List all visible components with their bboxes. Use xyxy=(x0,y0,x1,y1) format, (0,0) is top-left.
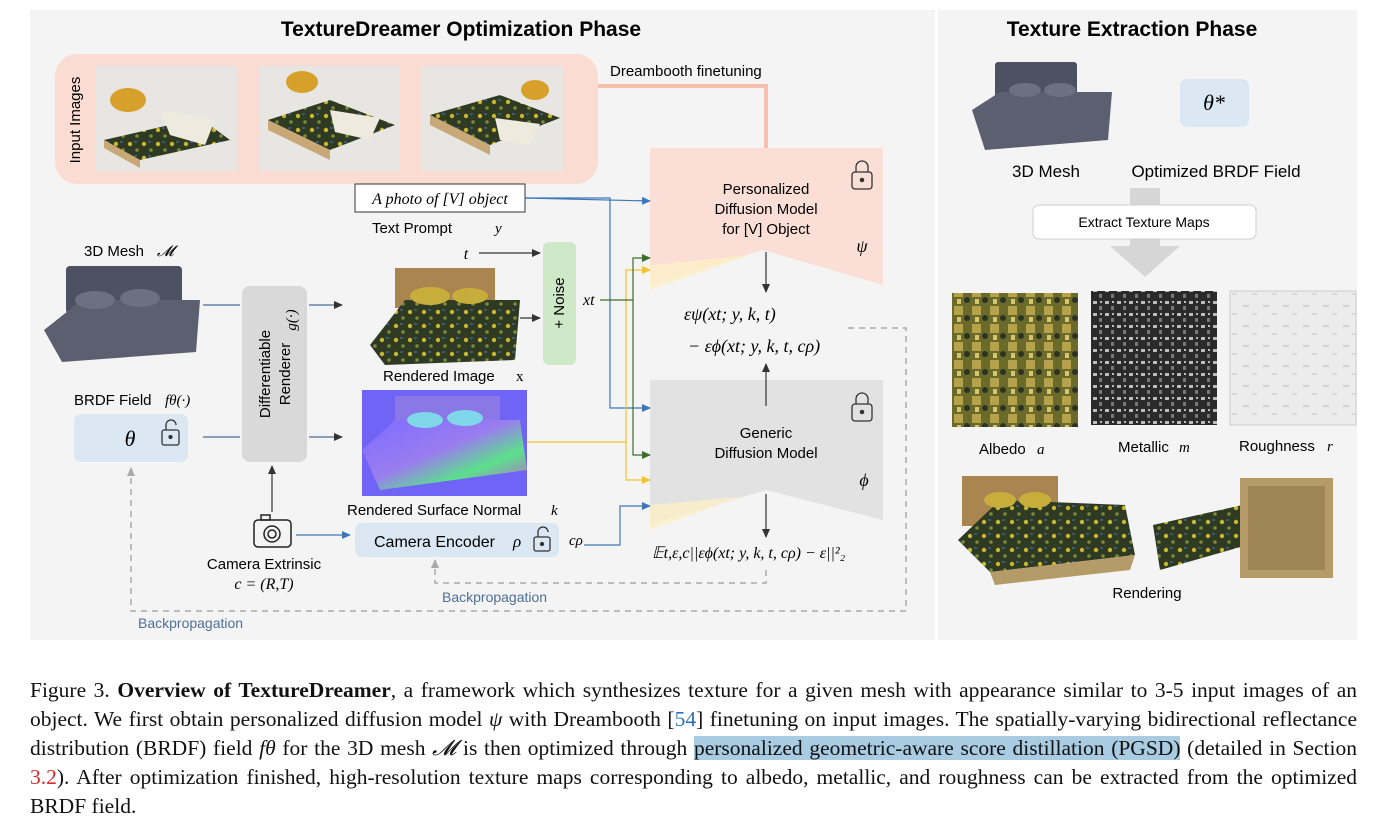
camera-symbol: c = (R,T) xyxy=(234,576,293,593)
renderer-line2: Renderer xyxy=(277,343,294,406)
dreambooth-label: Dreambooth finetuning xyxy=(610,63,762,80)
psi-symbol: ψ xyxy=(856,236,868,256)
caption-text-1: , a framework which synthesizes texture … xyxy=(30,678,1357,731)
renderer-symbol: g(·) xyxy=(284,309,300,330)
renderer-box xyxy=(242,286,307,462)
personalized-model xyxy=(650,148,883,290)
green-arrows xyxy=(600,254,651,459)
caption-title: Overview of TextureDreamer xyxy=(117,678,391,702)
unlock-icon xyxy=(161,419,180,446)
equation-line2: − εϕ(xt; y, k, t, cρ) xyxy=(688,336,820,357)
caption-text-5: is then optimized through xyxy=(456,736,694,760)
input-image-2 xyxy=(259,66,400,171)
albedo-label: Albedo xyxy=(979,441,1026,458)
personalized-line2: Diffusion Model xyxy=(714,201,817,218)
caption-text-3: ] finetuning on input images. The spatia… xyxy=(30,707,1357,760)
text-prompt-label: Text Prompt xyxy=(372,220,453,237)
lock-icon-generic xyxy=(851,392,873,422)
camera-encoder-box xyxy=(355,523,559,557)
noise-box xyxy=(543,242,576,365)
yellow-arrows xyxy=(527,266,651,484)
generic-model xyxy=(650,380,883,530)
brdf-label: BRDF Field xyxy=(74,392,152,409)
metallic-map xyxy=(1091,291,1217,425)
rendering-image-2 xyxy=(1153,478,1333,578)
metallic-label: Metallic xyxy=(1118,439,1169,456)
theta-box xyxy=(74,414,188,462)
input-image-1 xyxy=(96,66,237,171)
text-prompt-symbol: y xyxy=(493,221,502,237)
generic-line1: Generic xyxy=(740,425,793,442)
extraction-brdf-label: Optimized BRDF Field xyxy=(1131,162,1300,181)
albedo-symbol: a xyxy=(1037,442,1045,458)
prompt-box xyxy=(354,183,526,213)
unlock-icon-encoder xyxy=(533,526,551,552)
optimization-title: TextureDreamer Optimization Phase xyxy=(281,18,641,41)
theta-symbol: θ xyxy=(125,426,136,451)
caption-psi: ψ xyxy=(488,707,503,731)
prompt-text: A photo of [V] object xyxy=(371,191,508,208)
theta-star-symbol: θ* xyxy=(1203,90,1225,115)
lock-icon-personalized xyxy=(851,160,873,190)
rendered-image-label: Rendered Image xyxy=(383,368,495,385)
rendering-image-1 xyxy=(958,476,1135,585)
brdf-symbol: fθ(·) xyxy=(165,393,190,409)
caption-mesh: 𝓜 xyxy=(432,736,457,760)
caption-text-4: for the 3D mesh xyxy=(275,736,433,760)
renderer-line1: Differentiable xyxy=(257,330,274,418)
mesh-label: 3D Mesh xyxy=(84,243,144,260)
t-label: t xyxy=(464,246,469,263)
rendered-normal-image xyxy=(362,390,527,496)
extraction-title: Texture Extraction Phase xyxy=(1007,18,1258,41)
c-rho-label: cρ xyxy=(569,533,583,549)
roughness-symbol: r xyxy=(1327,439,1333,455)
metallic-symbol: m xyxy=(1179,440,1190,456)
albedo-map xyxy=(952,293,1078,427)
extraction-mesh-image xyxy=(972,62,1112,150)
caption-highlight: personalized geometric-aware score disti… xyxy=(693,736,1181,760)
figure-diagram: TextureDreamer Optimization Phase Textur… xyxy=(30,10,1357,640)
caption-text-2: with Dreambooth [ xyxy=(502,707,675,731)
rendered-image-symbol: x xyxy=(516,369,524,385)
roughness-map xyxy=(1229,290,1357,426)
figure-caption: Figure 3. Overview of TextureDreamer, a … xyxy=(30,676,1357,821)
camera-label: Camera Extrinsic xyxy=(207,556,322,573)
personalized-line1: Personalized xyxy=(723,181,810,198)
generic-line2: Diffusion Model xyxy=(714,445,817,462)
mesh-bed-image xyxy=(44,266,200,362)
input-image-3 xyxy=(422,66,563,171)
rendered-normal-symbol: k xyxy=(551,503,558,519)
rendered-image xyxy=(370,268,520,365)
input-images-label: Input Images xyxy=(67,77,84,164)
roughness-label: Roughness xyxy=(1239,438,1315,455)
loss-equation: 𝔼t,ε,c||εϕ(xt; y, k, t, cρ) − ε||²₂ xyxy=(652,545,846,562)
caption-ref-32[interactable]: 3.2 xyxy=(30,765,57,789)
caption-figure-number: Figure 3. xyxy=(30,678,110,702)
backprop-inner-line xyxy=(431,559,767,584)
camera-encoder-symbol: ρ xyxy=(512,532,521,551)
phi-symbol: ϕ xyxy=(859,470,868,490)
backprop-outer-line xyxy=(127,327,907,612)
caption-ftheta: fθ xyxy=(259,736,276,760)
personalized-line3: for [V] Object xyxy=(722,221,810,238)
dreambooth-arrow xyxy=(598,84,772,177)
xt-label: xt xyxy=(582,292,595,309)
extract-texture-label: Extract Texture Maps xyxy=(1078,214,1209,230)
equation-line1: εψ(xt; y, k, t) xyxy=(684,304,776,325)
camera-encoder-label: Camera Encoder xyxy=(374,534,496,551)
blue-arrows xyxy=(524,196,651,546)
caption-ref-54[interactable]: 54 xyxy=(674,707,697,731)
theta-star-box xyxy=(1180,79,1249,127)
camera-icon xyxy=(253,514,292,548)
rendering-label: Rendering xyxy=(1112,585,1181,602)
backprop-outer-label: Backpropagation xyxy=(138,615,243,631)
backprop-inner-label: Backpropagation xyxy=(442,589,547,605)
caption-text-6: (detailed in Section xyxy=(1180,736,1358,760)
extraction-mesh-label: 3D Mesh xyxy=(1012,162,1080,181)
rendered-normal-label: Rendered Surface Normal xyxy=(347,502,521,519)
extract-texture-button[interactable] xyxy=(1032,204,1257,240)
mesh-symbol: 𝓜 xyxy=(157,244,179,260)
noise-label: + Noise xyxy=(551,277,568,328)
caption-text-7: ). After optimization finished, high-res… xyxy=(30,765,1357,818)
